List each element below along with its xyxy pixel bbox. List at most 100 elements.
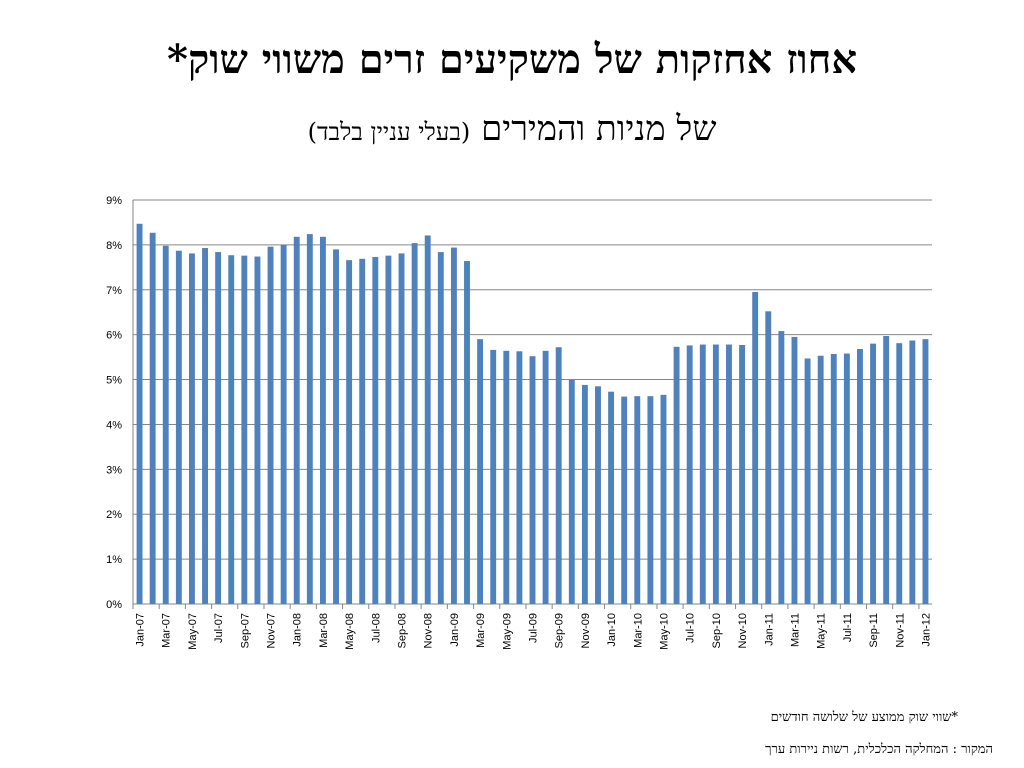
bar (267, 246, 274, 604)
subtitle-parenthetical: (בעלי עניין בלבד) (307, 118, 471, 146)
bar (922, 339, 929, 604)
bar (490, 349, 497, 604)
bar (202, 248, 208, 604)
bar (464, 261, 470, 604)
bar (306, 234, 313, 605)
chart-subtitle: של מניות והמירים (בעלי עניין בלבד) (0, 104, 1024, 157)
x-tick-label: Mar-09 (475, 613, 487, 648)
bar (686, 345, 693, 604)
bar (529, 356, 536, 604)
bar (883, 336, 890, 604)
bar (830, 353, 837, 604)
bar (726, 344, 732, 604)
bar (555, 347, 562, 604)
bar (372, 257, 379, 604)
x-tick-label: May-11 (816, 613, 828, 649)
bar (503, 350, 510, 604)
bar (857, 349, 863, 604)
x-tick-label: Sep-08 (397, 613, 409, 648)
bar (280, 244, 287, 604)
x-tick-label: Sep-11 (868, 613, 880, 648)
x-tick-label: May-10 (658, 613, 670, 650)
bar (712, 344, 719, 604)
y-tick-label: 1% (106, 554, 122, 566)
bar (791, 336, 798, 604)
bar (477, 339, 484, 604)
bar (542, 350, 549, 604)
x-tick-label: Mar-10 (632, 613, 644, 648)
x-tick-label: Sep-09 (554, 613, 566, 648)
bar (241, 255, 248, 604)
bar (660, 394, 667, 604)
bar (293, 236, 300, 604)
bar (162, 245, 169, 604)
bar (450, 247, 457, 605)
y-tick-label: 2% (106, 509, 122, 521)
bar (739, 344, 746, 604)
bar (215, 252, 222, 604)
y-tick-label: 0% (106, 599, 122, 611)
x-tick-label: Jul-11 (842, 613, 854, 642)
x-tick-label: Jan-10 (606, 613, 618, 647)
x-tick-label: Jan-09 (449, 613, 461, 647)
bar (319, 236, 326, 604)
bar (673, 346, 680, 604)
bar (595, 386, 601, 604)
bar (843, 353, 850, 604)
bar (136, 223, 143, 604)
bar (752, 292, 759, 604)
bar (359, 258, 366, 604)
x-tick-label: May-07 (187, 613, 199, 650)
x-tick-label: Jul-09 (528, 613, 540, 643)
bar (424, 235, 431, 604)
bar (817, 355, 824, 604)
bar (608, 391, 615, 604)
x-tick-label: Nov-10 (737, 613, 749, 648)
bar (346, 260, 353, 604)
bar (621, 396, 628, 604)
y-tick-label: 5% (106, 375, 122, 387)
bar (188, 253, 195, 604)
x-tick-label: Jan-11 (763, 613, 775, 646)
bar (175, 250, 182, 605)
x-tick-label: Mar-08 (318, 613, 330, 648)
source-note: המקור : המחלקה הכלכלית, רשות ניירות ערך (765, 742, 993, 757)
x-tick-label: Jul-07 (213, 613, 225, 643)
x-tick-label: Mar-07 (161, 613, 173, 648)
x-tick-label: Jul-10 (685, 613, 697, 643)
y-tick-label: 6% (106, 330, 122, 342)
y-tick-label: 9% (106, 195, 122, 207)
x-tick-label: Nov-09 (580, 613, 592, 648)
x-tick-label: Nov-11 (894, 613, 906, 648)
bar (385, 255, 392, 604)
subtitle-main: של מניות והמירים (481, 109, 717, 149)
y-tick-label: 4% (106, 419, 122, 431)
y-tick-label: 8% (106, 240, 122, 252)
bar (909, 340, 916, 604)
bar (699, 344, 706, 604)
y-tick-label: 7% (106, 285, 122, 297)
x-tick-label: Jan-07 (135, 613, 147, 647)
bar (437, 252, 444, 604)
x-tick-label: Sep-07 (239, 613, 251, 648)
bar (149, 232, 156, 604)
x-tick-label: Jan-08 (292, 613, 304, 647)
bar (896, 343, 903, 604)
bar (804, 358, 811, 604)
bar (398, 253, 405, 604)
footnote: *שווי שוק ממוצע של שלושה חודשים (770, 710, 958, 725)
bar (411, 243, 418, 605)
bar (870, 343, 877, 604)
bar (568, 380, 575, 604)
x-tick-label: May-08 (344, 613, 356, 650)
x-tick-label: Nov-07 (266, 613, 278, 648)
bar (333, 249, 339, 604)
bar (647, 396, 654, 604)
bar (254, 256, 261, 604)
bar (516, 351, 523, 604)
chart-title: אחוז אחזקות של משקיעים זרים משווי שוק* (167, 36, 857, 83)
x-tick-label: May-09 (501, 613, 513, 650)
x-tick-label: Jan-12 (920, 613, 932, 647)
x-tick-label: Mar-11 (789, 613, 801, 647)
